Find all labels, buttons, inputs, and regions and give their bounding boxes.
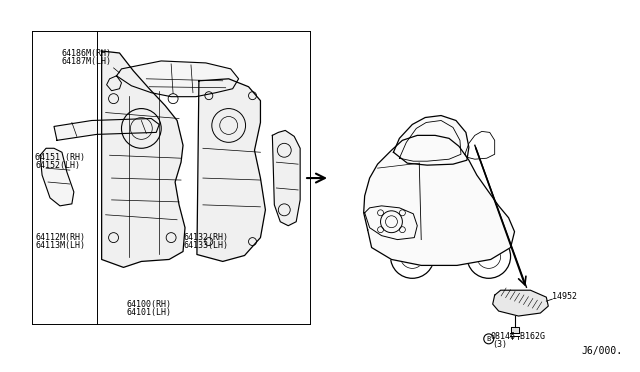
Polygon shape xyxy=(197,79,266,262)
Text: B: B xyxy=(486,336,491,342)
Text: 64101(LH): 64101(LH) xyxy=(127,308,172,317)
Text: 08146-B162G: 08146-B162G xyxy=(491,332,546,341)
Text: (3): (3) xyxy=(493,340,508,349)
Text: 64113M(LH): 64113M(LH) xyxy=(35,241,85,250)
Polygon shape xyxy=(394,116,469,165)
Text: 14952: 14952 xyxy=(552,292,577,301)
Polygon shape xyxy=(273,131,300,226)
Text: J6/000.: J6/000. xyxy=(582,346,623,356)
Text: 64187M(LH): 64187M(LH) xyxy=(62,57,112,66)
Polygon shape xyxy=(364,135,515,265)
Text: 64186M(RH): 64186M(RH) xyxy=(62,49,112,58)
Polygon shape xyxy=(102,51,185,267)
Text: 64151 (RH): 64151 (RH) xyxy=(35,153,85,162)
Polygon shape xyxy=(40,148,74,206)
Text: 64133(LH): 64133(LH) xyxy=(183,241,228,250)
Polygon shape xyxy=(493,290,548,316)
Polygon shape xyxy=(511,327,518,333)
Text: 64132(RH): 64132(RH) xyxy=(183,232,228,241)
Polygon shape xyxy=(116,61,239,97)
Text: 64152(LH): 64152(LH) xyxy=(35,161,80,170)
Polygon shape xyxy=(54,119,159,140)
Text: 64112M(RH): 64112M(RH) xyxy=(35,232,85,241)
Polygon shape xyxy=(107,76,122,91)
Text: 64100(RH): 64100(RH) xyxy=(127,300,172,309)
